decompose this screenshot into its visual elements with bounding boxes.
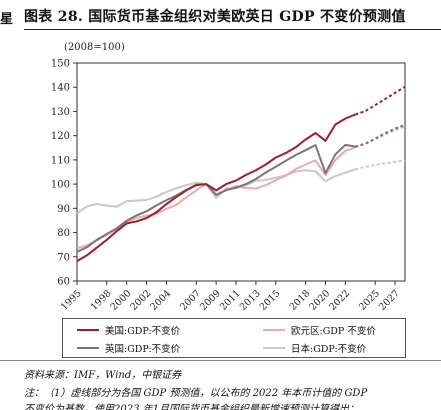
x-tick-label: 2020 (307, 288, 332, 313)
series-line-forecast (355, 123, 406, 148)
plot-frame (76, 62, 406, 282)
footnote-line-2: 不变价为基数，使用2023 年1月国际货币基金组织最新增速预测计算得出； (24, 404, 359, 410)
y-tick-label: 60 (57, 277, 70, 288)
legend-label: 日本:GDP:不变价 (291, 344, 367, 355)
cut-off-character: 星 (0, 12, 14, 27)
x-tick-label: 2000 (109, 288, 134, 313)
legend-swatch (263, 347, 285, 349)
x-tick-label: 2004 (148, 288, 173, 313)
series-line-forecast (355, 159, 406, 171)
y-tick-label: 140 (51, 83, 70, 94)
x-tick-label: 2018 (288, 288, 313, 313)
figure-title: 图表 28. 国际货币基金组织对美欧英日 GDP 不变价预测值 (24, 9, 406, 25)
y-tick-label: 110 (51, 155, 70, 166)
legend-label: 美国:GDP:不变价 (105, 326, 181, 337)
y-unit-label: (2008=100) (64, 42, 125, 53)
legend-label: 欧元区:GDP 不变价 (291, 326, 376, 337)
y-tick-label: 120 (51, 131, 70, 142)
series-line-forecast (354, 125, 406, 149)
footer-divider (0, 360, 441, 361)
x-tick-label: 2009 (198, 288, 223, 313)
x-tick-label: 2013 (238, 288, 263, 313)
title-underline (24, 29, 441, 30)
footnote-line-1: 注：（1）虚线部分为各国 GDP 预测值，以公布的 2022 年本币计值的 GD… (24, 388, 368, 399)
chart-legend: 美国:GDP:不变价 欧元区:GDP 不变价英国:GDP:不变价 日本:GDP:不变… (62, 318, 406, 358)
y-tick-label: 100 (51, 180, 70, 191)
x-tick-label: 2002 (129, 288, 154, 313)
x-tick-label: 2007 (178, 288, 203, 313)
figure-header: 星 图表 28. 国际货币基金组织对美欧英日 GDP 不变价预测值 (0, 0, 441, 28)
series-line-actual (76, 113, 356, 262)
legend-swatch (263, 329, 285, 331)
x-tick-label: 1998 (89, 288, 114, 313)
x-tick-label: 2025 (357, 288, 382, 313)
series-line-actual (76, 168, 356, 215)
x-tick-label: 1995 (59, 288, 84, 313)
y-tick-label: 80 (57, 228, 70, 239)
x-tick-label: 2015 (258, 288, 283, 313)
y-tick-label: 70 (57, 252, 70, 263)
y-tick-label: 130 (51, 107, 70, 118)
legend-label: 英国:GDP:不变价 (105, 344, 181, 355)
y-tick-label: 150 (51, 59, 70, 70)
series-line-forecast (354, 85, 406, 116)
legend-swatch (77, 347, 99, 349)
x-tick-label: 2027 (377, 288, 402, 313)
y-tick-label: 90 (57, 204, 70, 215)
chart-series (76, 85, 406, 262)
source-note: 资料来源：IMF，Wind，中银证券 (24, 370, 182, 381)
legend-swatch (77, 329, 99, 331)
x-tick-label: 2022 (327, 288, 352, 313)
series-line-actual (76, 143, 356, 253)
x-tick-label: 2011 (218, 288, 243, 313)
